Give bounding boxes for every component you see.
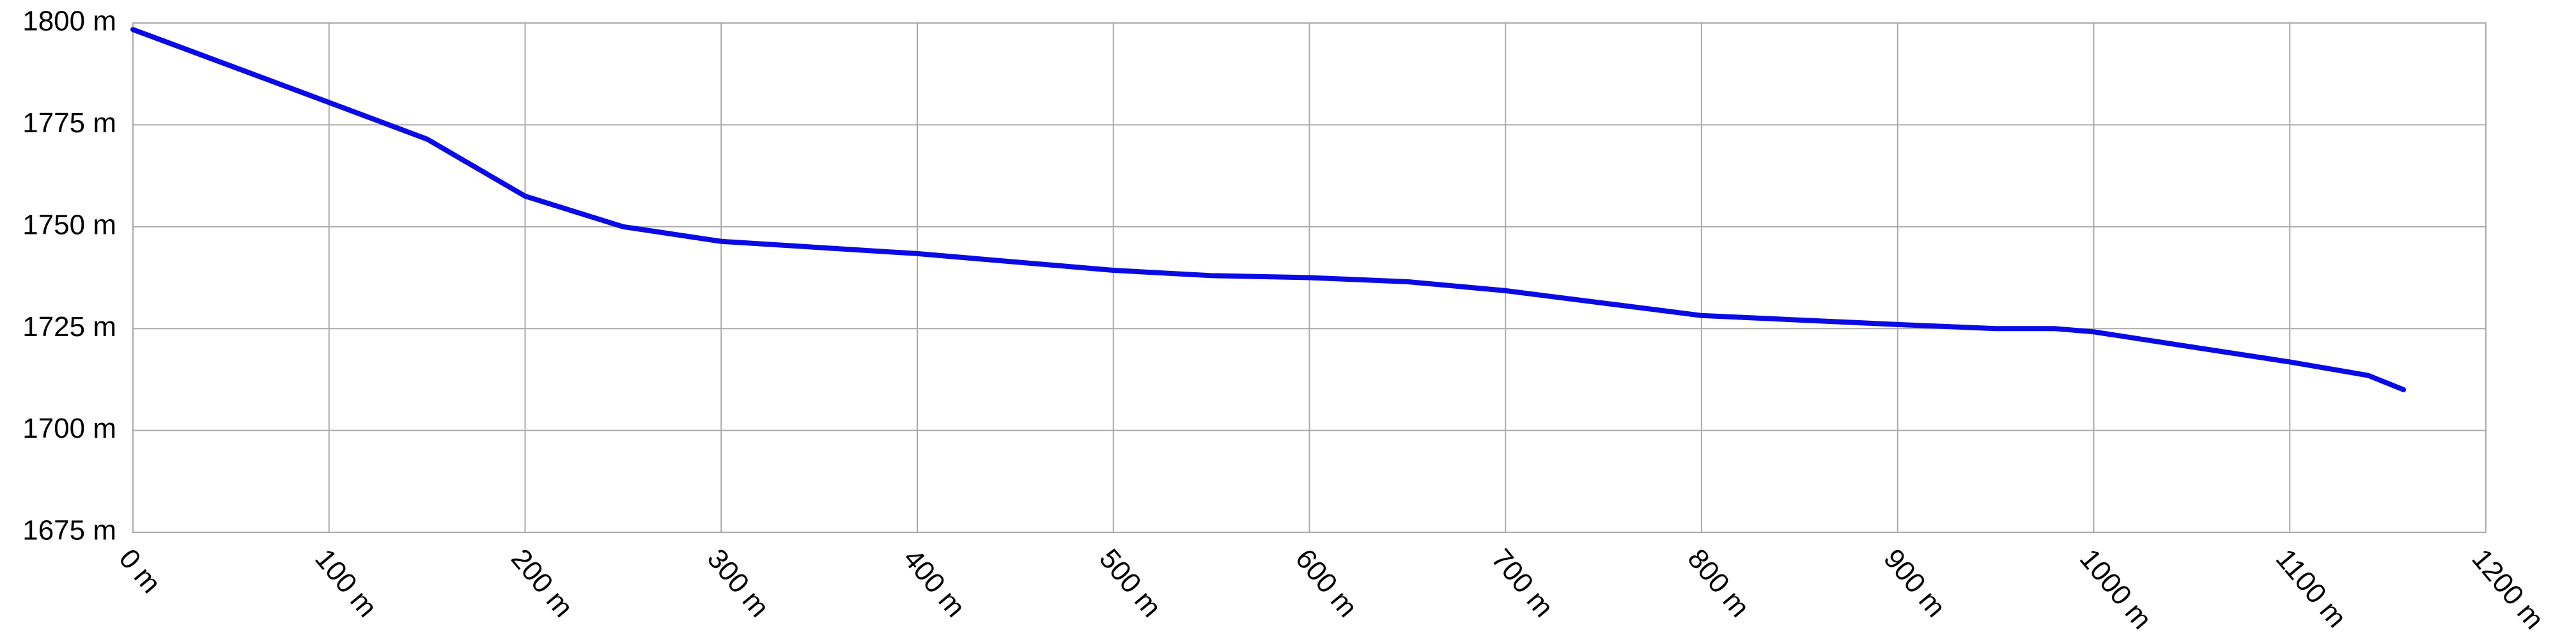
y-tick-label: 1775 m (22, 107, 116, 139)
x-tick-label: 600 m (1289, 543, 1363, 623)
y-tick-label: 1700 m (22, 413, 116, 444)
x-tick-label: 1000 m (2074, 543, 2158, 635)
x-tick-label: 900 m (1877, 543, 1951, 623)
y-tick-label: 1800 m (22, 6, 116, 37)
x-tick-label: 100 m (309, 543, 383, 623)
y-tick-label: 1750 m (22, 209, 116, 240)
x-tick-label: 300 m (701, 543, 775, 623)
x-tick-label: 1200 m (2465, 543, 2550, 635)
x-tick-label: 1100 m (2270, 543, 2353, 633)
x-tick-label: 0 m (113, 543, 167, 599)
elevation-line (130, 27, 2407, 392)
y-tick-label: 1725 m (22, 311, 116, 343)
x-tick-label: 700 m (1486, 543, 1560, 623)
x-tick-label: 400 m (897, 543, 971, 623)
x-tick-label: 800 m (1681, 543, 1755, 623)
x-tick-label: 200 m (505, 543, 579, 623)
y-tick-label: 1675 m (22, 515, 116, 546)
x-tick-label: 500 m (1093, 543, 1167, 623)
